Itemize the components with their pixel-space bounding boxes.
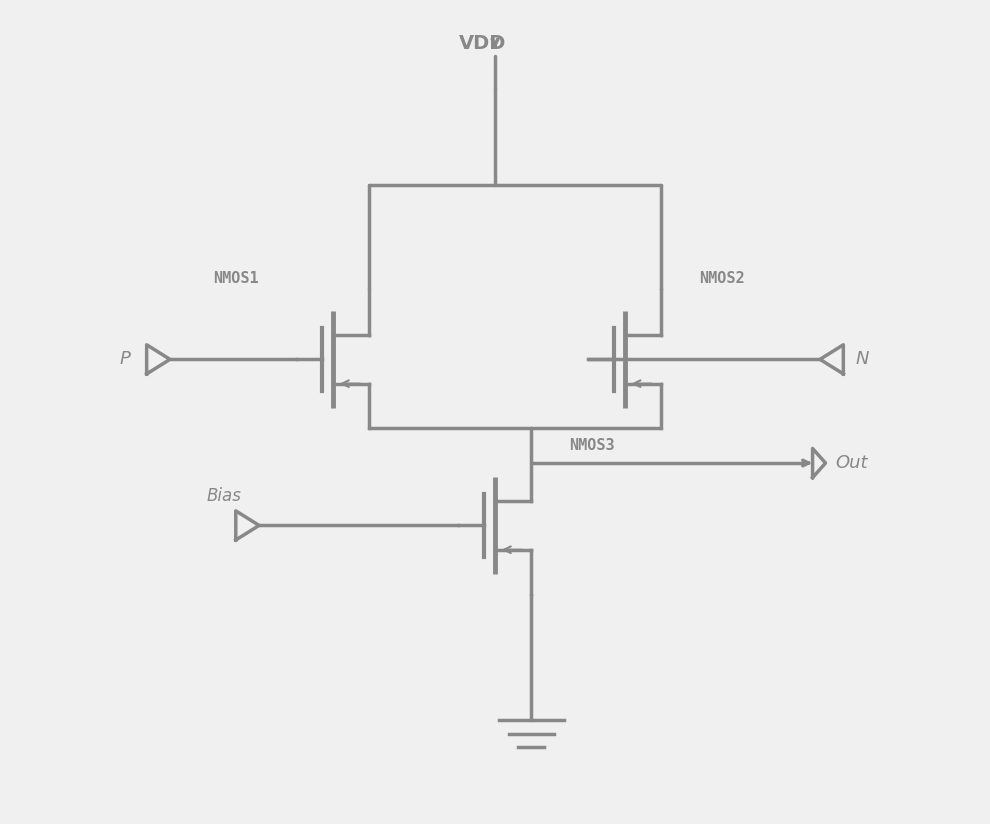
Text: Out: Out — [836, 454, 868, 472]
Text: NMOS2: NMOS2 — [699, 271, 744, 287]
Text: Bias: Bias — [206, 487, 241, 505]
Text: NMOS1: NMOS1 — [213, 271, 258, 287]
Text: N: N — [855, 350, 869, 368]
Text: NMOS3: NMOS3 — [569, 438, 615, 452]
Text: VDD: VDD — [458, 34, 506, 53]
Text: P: P — [120, 350, 131, 368]
